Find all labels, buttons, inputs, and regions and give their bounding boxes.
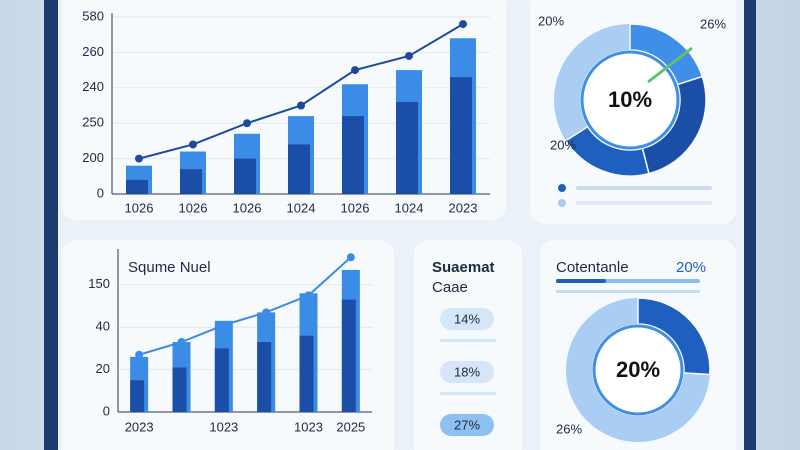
- pill-label: 14%: [454, 311, 480, 326]
- x-tick-label: 2023: [125, 419, 154, 434]
- x-tick-label: 1024: [287, 200, 316, 215]
- x-tick-label: 1023: [294, 419, 323, 434]
- header-value: 20%: [676, 259, 706, 276]
- divider: [440, 392, 496, 395]
- line-marker: [219, 321, 228, 330]
- bar: [214, 348, 229, 412]
- bar: [450, 77, 472, 194]
- donut-ring: [580, 50, 680, 150]
- bar: [299, 335, 314, 412]
- data-label: 26%: [556, 421, 582, 436]
- bar: [180, 169, 202, 194]
- line-marker: [304, 291, 313, 300]
- data-label: 26%: [700, 16, 726, 31]
- pill: [440, 361, 494, 383]
- data-label: 20%: [538, 13, 564, 28]
- donut-segment: [564, 125, 650, 177]
- line-marker: [262, 308, 271, 317]
- bar: [396, 101, 418, 194]
- x-tick-label: 1024: [395, 200, 424, 215]
- y-tick-label: 240: [82, 79, 104, 94]
- x-tick-label: 2023: [449, 200, 478, 215]
- legend-dot: [558, 199, 566, 207]
- pointer: [647, 46, 693, 84]
- legend-dot: [558, 184, 566, 192]
- line-marker: [135, 154, 143, 163]
- frame-right: [744, 0, 756, 450]
- line: [138, 256, 352, 356]
- line-marker: [189, 140, 197, 149]
- line-marker: [346, 253, 355, 262]
- bar: [342, 116, 364, 194]
- panel-title: Suaemat: [432, 259, 495, 276]
- pill: [440, 414, 494, 436]
- y-tick-label: 250: [82, 115, 104, 130]
- y-tick-label: 40: [96, 319, 110, 334]
- x-tick-label: 1026: [233, 200, 262, 215]
- bar: [130, 380, 145, 412]
- y-tick-label: 20: [96, 361, 110, 376]
- x-tick-label: 1023: [209, 419, 238, 434]
- center-label: 10%: [608, 87, 652, 112]
- line-marker: [297, 101, 305, 110]
- pill: [440, 308, 494, 330]
- line-marker: [243, 119, 251, 128]
- y-tick-label: 0: [97, 185, 104, 200]
- progress-fill: [556, 279, 606, 283]
- data-label: 20%: [550, 137, 576, 152]
- y-tick-label: 580: [82, 8, 104, 23]
- y-tick-label: 0: [103, 403, 110, 418]
- frame-left: [44, 0, 58, 450]
- donut-hole: [596, 328, 680, 412]
- card: [414, 240, 522, 450]
- center-label: 20%: [616, 357, 660, 382]
- y-tick-label: 150: [88, 276, 110, 291]
- progress-track: [576, 201, 712, 205]
- pill-label: 27%: [454, 417, 480, 432]
- y-tick-label: 200: [82, 150, 104, 165]
- bar: [234, 158, 256, 194]
- line-marker: [177, 338, 186, 347]
- bar: [126, 179, 148, 194]
- donut-ring: [592, 324, 684, 416]
- x-tick-label: 1026: [125, 200, 154, 215]
- pill-label: 18%: [454, 364, 480, 379]
- chart-title: Cotentanle: [556, 259, 629, 276]
- bar: [257, 342, 272, 412]
- x-tick-label: 2025: [336, 419, 365, 434]
- chart-title: Squme Nuel: [128, 259, 211, 276]
- line-marker: [459, 20, 467, 29]
- line-marker: [405, 51, 413, 60]
- progress-track: [576, 186, 712, 190]
- bar: [288, 144, 310, 194]
- bar: [172, 367, 187, 412]
- divider: [440, 339, 496, 342]
- x-tick-label: 1026: [179, 200, 208, 215]
- card: [62, 0, 506, 220]
- progress-track: [556, 290, 700, 293]
- bar: [341, 299, 356, 412]
- line-marker: [351, 66, 359, 75]
- donut-segment: [637, 297, 711, 376]
- line-marker: [135, 350, 144, 359]
- panel-title: Caae: [432, 279, 468, 296]
- y-tick-label: 260: [82, 44, 104, 59]
- x-tick-label: 1026: [341, 200, 370, 215]
